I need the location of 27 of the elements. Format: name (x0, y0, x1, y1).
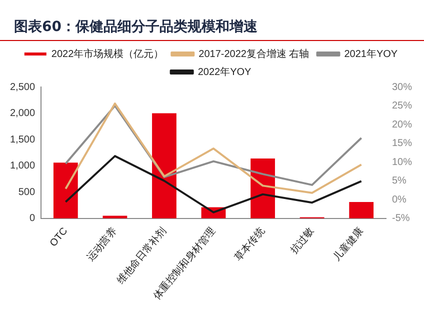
bar (349, 202, 374, 218)
x-tick-label: 抗过敏 (288, 225, 316, 256)
y-tick-label: 1,500 (10, 134, 36, 146)
y2-tick-label: 25% (392, 100, 412, 112)
legend-label: 2017-2022复合增速 右轴 (198, 48, 310, 60)
y-tick-label: 500 (18, 186, 36, 198)
chart-title: 图表60：保健品细分子品类规模和增速 (0, 18, 424, 41)
y2-tick-label: 15% (392, 138, 412, 150)
bar (102, 216, 128, 218)
x-tick-label: 草本传统 (232, 225, 268, 264)
y-tick-label: 2,500 (10, 82, 36, 93)
y2-tick-label: 0% (392, 194, 407, 206)
y2-tick-label: 30% (392, 82, 412, 93)
y-tick-label: 2,000 (10, 108, 36, 120)
bar (152, 113, 176, 218)
x-tick-label: 运动营养 (84, 225, 120, 264)
y2-tick-label: 10% (392, 156, 412, 168)
y2-tick-label: -5% (392, 213, 410, 224)
y2-tick-label: 5% (392, 176, 407, 187)
legend-label: 2022年YOY (198, 66, 252, 78)
legend-label: 2021年YOY (344, 48, 398, 60)
y-tick-label: 0 (29, 213, 36, 224)
x-tick-label: 儿童健康 (330, 225, 366, 264)
bar (53, 162, 78, 218)
y-tick-label: 1,000 (10, 160, 36, 172)
y2-tick-label: 20% (392, 119, 412, 130)
legend-label: 2022年市场规模（亿元） (51, 48, 164, 60)
